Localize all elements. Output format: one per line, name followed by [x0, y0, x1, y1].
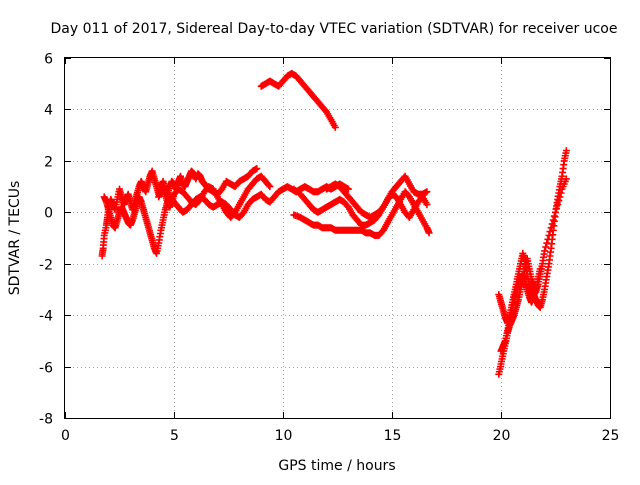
chart-title: Day 011 of 2017, Sidereal Day-to-day VTE…	[51, 21, 618, 37]
plot-frame	[64, 57, 611, 419]
data-point-marker	[557, 189, 565, 197]
y-tick-label: -4	[39, 309, 53, 325]
y-tick-label: -8	[39, 412, 53, 428]
data-point-marker	[544, 235, 552, 243]
x-tick-label: 20	[493, 428, 511, 444]
data-point-marker	[549, 216, 557, 224]
data-point-marker	[548, 220, 556, 228]
data-point-marker	[542, 243, 550, 251]
data-point-marker	[423, 188, 431, 196]
data-point-marker	[545, 231, 553, 239]
data-point-marker	[562, 175, 570, 183]
data-point-marker	[555, 197, 563, 205]
data-point-marker	[550, 212, 558, 220]
tick-labels: 0 5 10 15 20 25 -8 -6 -4 -2 0 2 4 6	[39, 52, 619, 445]
data-point-marker	[552, 208, 559, 216]
x-tick-label: 5	[170, 428, 179, 444]
x-axis-label: GPS time / hours	[278, 458, 395, 474]
x-tick-label: 15	[384, 428, 402, 444]
x-tick-label: 10	[275, 428, 293, 444]
data-point-marker	[556, 193, 564, 201]
y-tick-label: 2	[44, 155, 53, 171]
data-point-marker	[541, 247, 549, 255]
data-point-marker	[425, 229, 433, 237]
x-tick-label: 25	[602, 428, 620, 444]
axis-ticks	[65, 58, 611, 419]
grid	[65, 58, 610, 418]
y-tick-label: -2	[39, 258, 53, 274]
data-point-marker	[331, 123, 339, 131]
data-point-marker	[554, 201, 562, 209]
data-point-marker	[344, 185, 352, 193]
data-point-marker	[562, 147, 570, 155]
y-tick-label: 4	[44, 103, 53, 119]
y-tick-label: 0	[44, 206, 53, 222]
data-points	[98, 69, 570, 378]
x-tick-label: 0	[61, 428, 70, 444]
data-point-marker	[253, 165, 261, 173]
data-point-marker	[547, 224, 555, 232]
data-point-marker	[265, 181, 273, 189]
y-axis-label: SDTVAR / TECUs	[7, 181, 23, 296]
data-point-marker	[543, 239, 551, 247]
data-point-marker	[423, 201, 431, 209]
data-point-marker	[546, 228, 554, 236]
data-point-marker	[266, 183, 274, 191]
y-tick-label: -6	[39, 361, 53, 377]
y-tick-label: 6	[44, 52, 53, 68]
data-point-marker	[553, 204, 561, 212]
data-point-marker	[536, 265, 544, 273]
